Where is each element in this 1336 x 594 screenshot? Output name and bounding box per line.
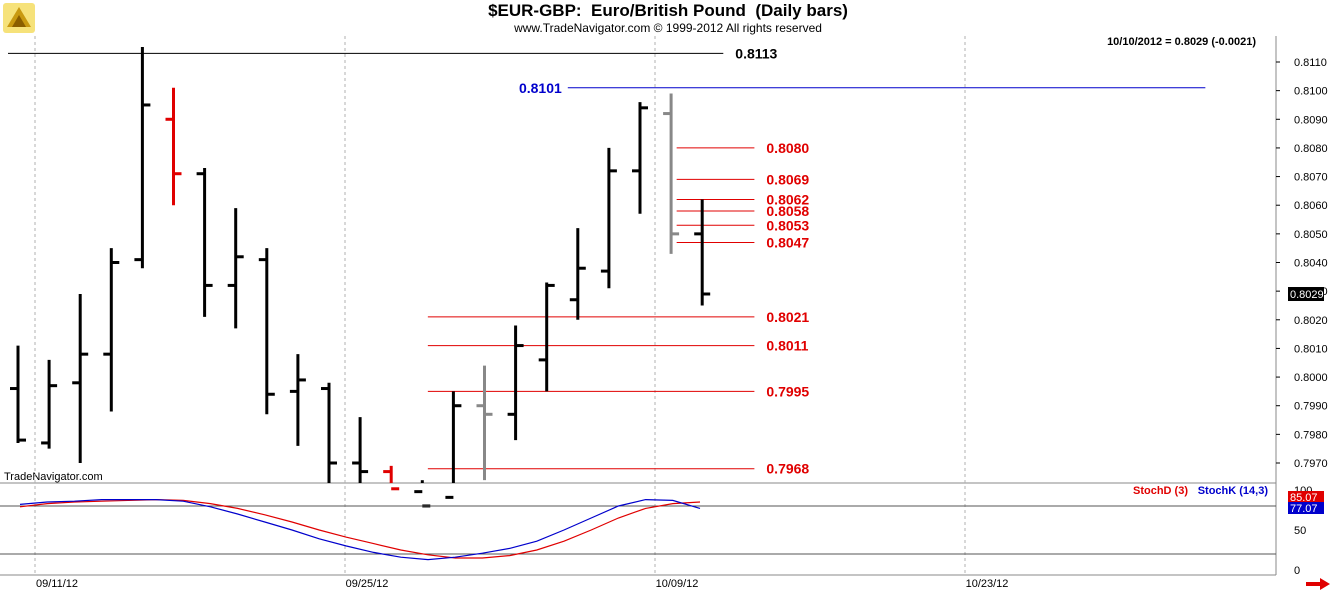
price-level-label: 0.8069 (766, 171, 809, 187)
y-tick-label: 0.8050 (1294, 229, 1328, 241)
y-tick-label: 0.8020 (1294, 315, 1328, 327)
price-level-label: 0.8062 (766, 191, 809, 207)
chart-title: $EUR-GBP: Euro/British Pound (Daily bars… (488, 1, 848, 20)
y-tick-label: 0.8080 (1294, 143, 1328, 155)
y-tick-label: 0.7970 (1294, 458, 1328, 470)
brand-small-label: TradeNavigator.com (4, 471, 103, 483)
stoch-series-line (19, 498, 701, 561)
y-tick-label: 0.8000 (1294, 372, 1328, 384)
copyright-subtitle: www.TradeNavigator.com © 1999-2012 All r… (514, 21, 822, 35)
stochd-value-box (1288, 491, 1324, 503)
stochk-value-box (1288, 502, 1324, 514)
y-tick-label: 0.8090 (1294, 114, 1328, 126)
price-level-label: 0.8080 (766, 140, 809, 156)
tradenavigator-logo-icon[interactable] (3, 3, 35, 33)
stoch-series-line (19, 498, 701, 559)
y-tick-label: 0.8100 (1294, 86, 1328, 98)
price-level-label: 0.8011 (766, 338, 808, 354)
y-tick-label: 0.7990 (1294, 401, 1328, 413)
price-level-label: 0.8101 (519, 80, 562, 96)
stochd-value-label: 85.07 (1290, 492, 1318, 504)
scroll-right-arrow-icon[interactable] (1306, 578, 1330, 590)
price-level-label: 0.8047 (766, 234, 809, 250)
y-tick-label: 0.8110 (1294, 57, 1327, 69)
x-tick-label: 10/09/12 (656, 578, 699, 590)
y-tick-label: 0.8010 (1294, 343, 1328, 355)
legend-stochd: StochD (3) (1133, 485, 1188, 497)
x-tick-label: 10/23/12 (966, 578, 1009, 590)
stoch-y-tick-label: 0 (1294, 565, 1300, 577)
y-tick-label: 0.8040 (1294, 258, 1328, 270)
legend-stochk: StochK (14,3) (1198, 485, 1269, 497)
price-level-label: 0.7968 (766, 461, 809, 477)
y-tick-label: 0.8060 (1294, 200, 1328, 212)
last-price-box (1288, 287, 1324, 302)
x-tick-label: 09/25/12 (346, 578, 389, 590)
last-price-label: 0.8029 (1290, 289, 1324, 301)
stochk-value-label: 77.07 (1290, 503, 1318, 515)
stoch-y-tick-label: 50 (1294, 525, 1306, 537)
x-tick-label: 09/11/12 (36, 578, 78, 590)
y-tick-label: 0.8070 (1294, 172, 1328, 184)
price-level-label: 0.8021 (766, 309, 809, 325)
price-level-label: 0.8058 (766, 203, 809, 219)
price-level-label: 0.8053 (766, 217, 809, 233)
price-level-label: 0.7995 (766, 383, 809, 399)
last-price-info: 10/10/2012 = 0.8029 (-0.0021) (1107, 36, 1256, 48)
y-tick-label: 0.7980 (1294, 429, 1328, 441)
price-level-label: 0.8113 (735, 45, 777, 61)
